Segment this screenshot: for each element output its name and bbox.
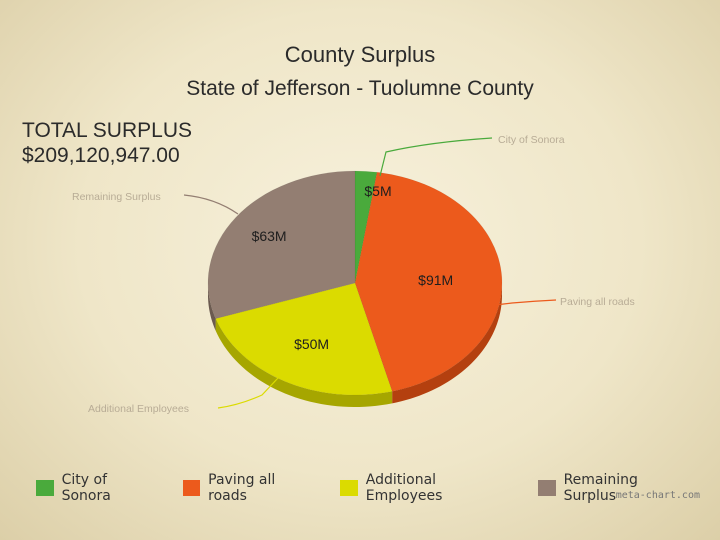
pie-side-additional-employees	[215, 318, 393, 407]
legend-swatch	[340, 480, 358, 496]
chart-legend: City of Sonora Paving all roads Addition…	[36, 472, 716, 504]
pie-slice-remaining-surplus	[207, 170, 356, 319]
chart-subtitle: State of Jefferson - Tuolumne County	[186, 77, 534, 100]
pie-slice-city-of-sonora	[354, 170, 378, 284]
credit-text: meta-chart.com	[615, 490, 700, 501]
pie-slice-additional-employees	[215, 282, 393, 396]
leader-line-city-of-sonora	[379, 137, 493, 177]
legend-label: Paving all roads	[208, 472, 276, 504]
callout-label-paving-all-roads: Paving all roads	[560, 296, 635, 308]
legend-swatch	[537, 480, 556, 496]
callout-label-remaining-surplus: Remaining Surplus	[72, 191, 161, 203]
leader-line-paving-all-roads	[494, 299, 557, 306]
legend-item-city-of-sonora: City of Sonora	[36, 472, 159, 504]
leader-line-additional-employees	[217, 377, 279, 409]
legend-item-remaining-surplus: Remaining Surplus	[537, 472, 692, 504]
legend-swatch	[182, 480, 201, 496]
data-label-remaining-surplus: $63M	[252, 228, 287, 244]
callout-label-city-of-sonora: City of Sonora	[498, 134, 565, 146]
legend-item-paving-all-roads: Paving all roads	[182, 472, 317, 504]
chart-title: County Surplus	[284, 42, 436, 67]
pie-side-paving-all-roads	[392, 283, 502, 404]
legend-label: Remaining Surplus	[563, 472, 638, 504]
leader-line-remaining-surplus	[183, 194, 239, 215]
legend-swatch	[36, 480, 54, 496]
legend-label: City of Sonora	[61, 472, 111, 504]
data-label-city-of-sonora: $5M	[364, 183, 391, 199]
pie-slice-paving-all-roads	[354, 171, 503, 392]
legend-item-additional-employees: Additional Employees	[340, 472, 514, 504]
callout-label-additional-employees: Additional Employees	[88, 403, 189, 415]
legend-label: Additional Employees	[365, 472, 443, 504]
data-label-paving-all-roads: $91M	[418, 272, 453, 288]
total-surplus-value: $209,120,947.00	[22, 144, 180, 167]
pie-side-remaining-surplus	[208, 283, 216, 331]
data-label-additional-employees: $50M	[294, 336, 329, 352]
total-surplus-label: TOTAL SURPLUS	[22, 119, 192, 142]
